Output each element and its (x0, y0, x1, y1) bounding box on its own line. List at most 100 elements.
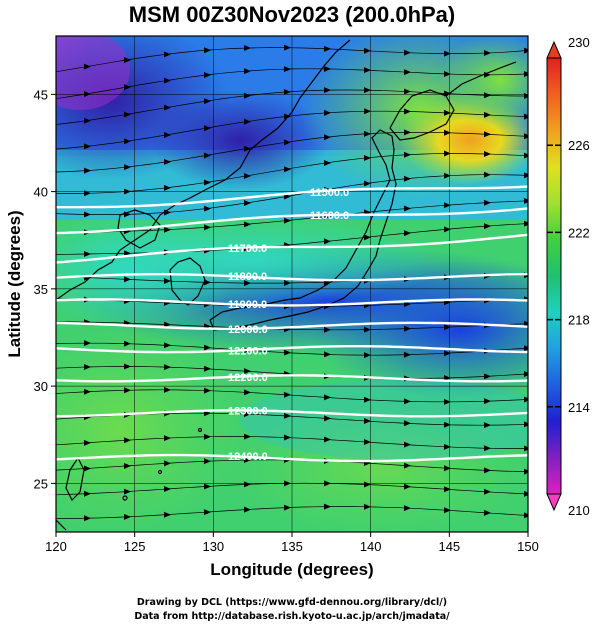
wind-arrow (364, 87, 371, 94)
contour-line (56, 374, 528, 383)
wind-arrow (284, 391, 291, 398)
wind-arrow (204, 47, 211, 54)
wind-arrow (444, 443, 451, 450)
wind-arrow (84, 190, 91, 197)
wind-arrow (524, 421, 528, 428)
colorbar-tick-label: 222 (568, 225, 590, 240)
wind-arrow (524, 220, 528, 227)
wind-arrow (484, 467, 491, 474)
wind-arrow (404, 205, 411, 212)
wind-arrow (444, 350, 451, 357)
wind-arrow (164, 386, 171, 393)
wind-arrow (204, 387, 211, 394)
wind-arrow (364, 396, 371, 403)
wind-arrow (124, 437, 131, 444)
wind-arrow (524, 133, 528, 140)
wind-arrow (324, 415, 331, 422)
colorbar-tick-label: 210 (568, 503, 590, 518)
contour-line (56, 453, 528, 463)
wind-arrow (524, 490, 528, 497)
wind-arrow (444, 421, 451, 428)
wind-arrow (244, 221, 251, 228)
wind-arrow (404, 151, 411, 158)
contour-label: 12100.0 (228, 346, 268, 358)
wind-arrow (444, 129, 451, 136)
wind-arrow (404, 441, 411, 448)
wind-arrow (484, 445, 491, 452)
contour-label: 12000.0 (228, 324, 268, 336)
wind-arrow (444, 465, 451, 472)
wind-arrow (284, 166, 291, 173)
wind-arrow (364, 154, 371, 161)
wind-arrow (284, 139, 291, 146)
y-tick-label: 25 (34, 476, 48, 491)
wind-arrow (204, 458, 211, 465)
height-contours: 11500.0 11600.0 11700.0 11800.0 11900.0 12000… (56, 185, 528, 463)
wind-arrow (524, 152, 528, 159)
wind-arrow (84, 90, 91, 97)
wind-arrow (484, 509, 491, 516)
wind-arrow (524, 71, 528, 78)
wind-arrow (84, 167, 91, 174)
wind-arrow (484, 373, 491, 380)
wind-arrow (324, 351, 331, 358)
colorbar-gradient (546, 57, 562, 495)
wind-arrow (164, 104, 171, 111)
wind-arrow (524, 320, 528, 327)
x-axis-label: Longitude (degrees) (210, 560, 373, 579)
wind-arrow (124, 462, 131, 469)
wind-arrow (84, 515, 91, 522)
wind-arrow (244, 200, 251, 207)
wind-arrow (84, 250, 91, 257)
wind-arrow (84, 465, 91, 472)
wind-arrow (204, 279, 211, 286)
wind-arrow (404, 398, 411, 405)
wind-arrow (124, 276, 131, 283)
contour-label: 11800.0 (228, 271, 267, 283)
wind-arrow (404, 129, 411, 136)
wind-arrow (84, 143, 91, 150)
colorbar-tick-label: 230 (568, 35, 590, 50)
wind-arrow (404, 420, 411, 427)
wind-arrow (284, 280, 291, 287)
wind-arrow (364, 234, 371, 241)
wind-arrow (84, 211, 91, 218)
contour-label: 11900.0 (228, 299, 267, 311)
wind-arrow (524, 512, 528, 519)
wind-arrow (204, 98, 211, 105)
wind-arrow (244, 145, 251, 152)
wind-arrow (124, 363, 131, 370)
wind-arrow (404, 230, 411, 237)
wind-streamlines (56, 44, 528, 522)
wind-arrow (84, 439, 91, 446)
wind-arrow (444, 202, 451, 209)
wind-arrow (124, 250, 131, 257)
y-tick-label: 40 (34, 185, 48, 200)
wind-arrow (324, 45, 331, 52)
colorbar: 210 214 218 222 226 230 (546, 35, 590, 518)
wind-arrow (364, 352, 371, 359)
wind-arrow (484, 131, 491, 138)
colorbar-tick-label: 214 (568, 400, 590, 415)
wind-arrow (444, 226, 451, 233)
wind-arrow (204, 365, 211, 372)
wind-arrow (324, 65, 331, 72)
wind-arrow (404, 462, 411, 469)
wind-arrow (164, 321, 171, 328)
wind-arrow (484, 92, 491, 99)
wind-arrow (124, 138, 131, 145)
wind-arrow (164, 486, 171, 493)
wind-arrow (364, 326, 371, 333)
wind-arrow (444, 507, 451, 514)
wind-arrow (524, 113, 528, 120)
wind-arrow (244, 92, 251, 99)
wind-arrow (164, 158, 171, 165)
wind-arrow (164, 77, 171, 84)
map-grid (56, 36, 528, 532)
wind-arrow (524, 468, 528, 475)
wind-arrow (484, 71, 491, 78)
x-tick-label: 125 (124, 539, 146, 554)
wind-arrow (484, 151, 491, 158)
x-tick-label: 135 (281, 539, 303, 554)
wind-arrow (244, 45, 251, 52)
